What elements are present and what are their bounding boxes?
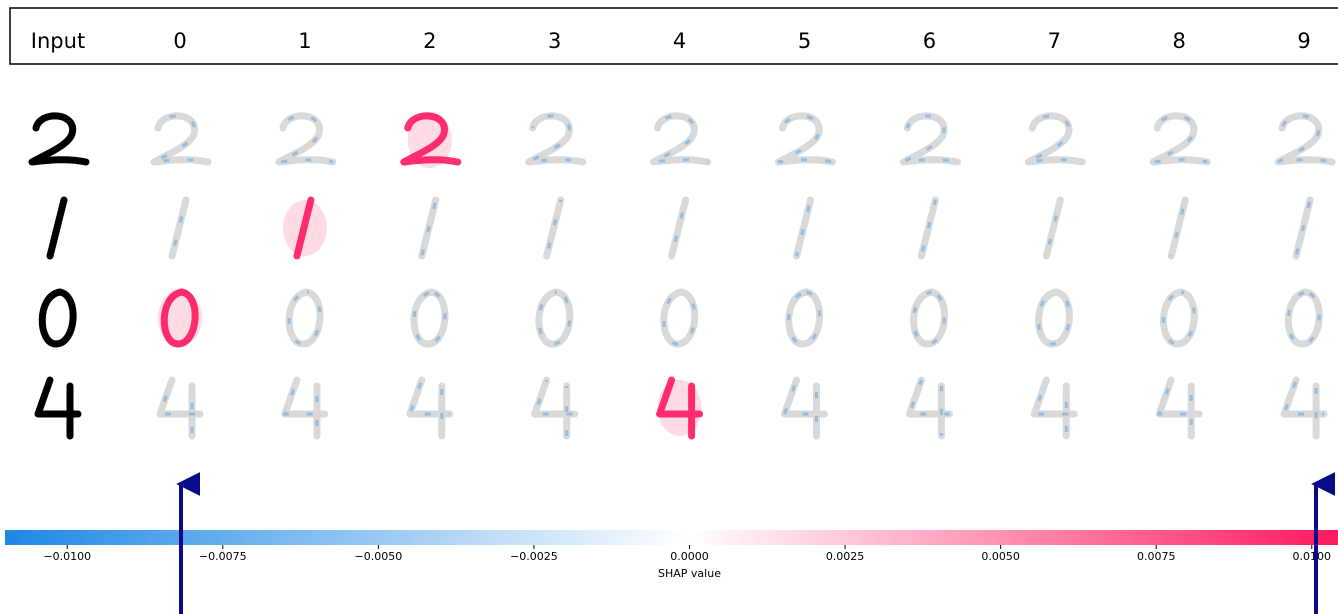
column-label: 5	[798, 29, 811, 53]
shap-image	[158, 290, 202, 346]
shap-image	[529, 116, 583, 162]
shap-image	[1288, 292, 1319, 344]
digit-stroke	[785, 380, 825, 436]
shap-image	[658, 380, 702, 436]
tick-label: −0.0025	[510, 550, 558, 563]
shap-image	[1278, 116, 1332, 162]
shap-image	[672, 200, 686, 256]
colorbar	[5, 530, 1338, 545]
shap-image	[909, 380, 949, 436]
shap-image	[1153, 116, 1207, 162]
digit-stroke	[1171, 200, 1185, 256]
digit-stroke	[909, 380, 949, 436]
shap-image	[789, 292, 820, 344]
shap-image	[289, 292, 320, 344]
shap-image	[410, 380, 450, 436]
shap-image	[779, 116, 833, 162]
shap-image	[404, 112, 458, 168]
shap-image	[1284, 380, 1324, 436]
column-label: Input	[31, 29, 85, 53]
shap-image	[279, 116, 333, 162]
shap-image	[422, 200, 436, 256]
tick-label: 0.0050	[981, 550, 1020, 563]
column-label: 9	[1297, 29, 1310, 53]
shap-image	[914, 292, 945, 344]
figure: Input 0 1 2 3 4 5 6 7 8 9 −0.0100 −0.0075 −0.0050 −0.…	[0, 0, 1338, 614]
shap-image	[1163, 292, 1194, 344]
digit-stroke	[1046, 200, 1060, 256]
column-label: 3	[548, 29, 561, 53]
digit-stroke	[32, 116, 86, 162]
column-label: 0	[173, 29, 186, 53]
column-label: 2	[423, 29, 436, 53]
digit-stroke	[1034, 380, 1074, 436]
digit-stroke	[279, 116, 333, 162]
tick-label: 0.0000	[670, 550, 709, 563]
column-label: 1	[298, 29, 311, 53]
digit-stroke	[535, 380, 575, 436]
digit-stroke	[903, 116, 957, 162]
shap-image	[1171, 200, 1185, 256]
input-digit	[50, 200, 64, 256]
digit-stroke	[1284, 380, 1324, 436]
digit-stroke	[172, 200, 186, 256]
shap-image	[547, 200, 561, 256]
tick-label: 0.0025	[826, 550, 865, 563]
column-label: 8	[1173, 29, 1186, 53]
shap-image	[285, 380, 325, 436]
digit-stroke	[672, 200, 686, 256]
digit-stroke	[38, 380, 78, 436]
input-digit	[32, 116, 86, 162]
column-label: 6	[923, 29, 936, 53]
shap-image	[797, 200, 811, 256]
shap-image	[921, 200, 935, 256]
shap-image	[654, 116, 708, 162]
digit-stroke	[160, 380, 200, 436]
shap-image	[785, 380, 825, 436]
digit-stroke	[529, 116, 583, 162]
shap-image	[664, 292, 695, 344]
digit-stroke	[1153, 116, 1207, 162]
digit-stroke	[654, 116, 708, 162]
column-label: 4	[673, 29, 686, 53]
page: {"header": {"labels": ["Input", "0", "1"…	[0, 0, 1338, 614]
colorbar-label: SHAP value	[658, 567, 721, 580]
shap-image	[172, 200, 186, 256]
shap-image	[1039, 292, 1070, 344]
tick-label: 0.0100	[1293, 550, 1332, 563]
shap-image	[154, 116, 208, 162]
shap-image	[903, 116, 957, 162]
shap-image	[283, 200, 327, 256]
digit-stroke	[1028, 116, 1082, 162]
digit-stroke	[1039, 292, 1070, 344]
shap-image	[535, 380, 575, 436]
tick-label: 0.0075	[1137, 550, 1176, 563]
shap-image	[1159, 380, 1199, 436]
digit-stroke	[410, 380, 450, 436]
tick-label: −0.0100	[43, 550, 91, 563]
digit-stroke	[50, 200, 64, 256]
digit-stroke	[1159, 380, 1199, 436]
shap-image	[1028, 116, 1082, 162]
input-digit	[42, 292, 73, 344]
shap-image	[1046, 200, 1060, 256]
shap-image	[160, 380, 200, 436]
digit-stroke	[42, 292, 73, 344]
tick-label: −0.0050	[355, 550, 403, 563]
digit-stroke	[154, 116, 208, 162]
tick-label: −0.0075	[199, 550, 247, 563]
input-digit	[38, 380, 78, 436]
shap-image	[414, 292, 445, 344]
shap-image	[539, 292, 570, 344]
digit-stroke	[285, 380, 325, 436]
shap-image	[1296, 200, 1310, 256]
column-label: 7	[1048, 29, 1061, 53]
shap-image	[1034, 380, 1074, 436]
